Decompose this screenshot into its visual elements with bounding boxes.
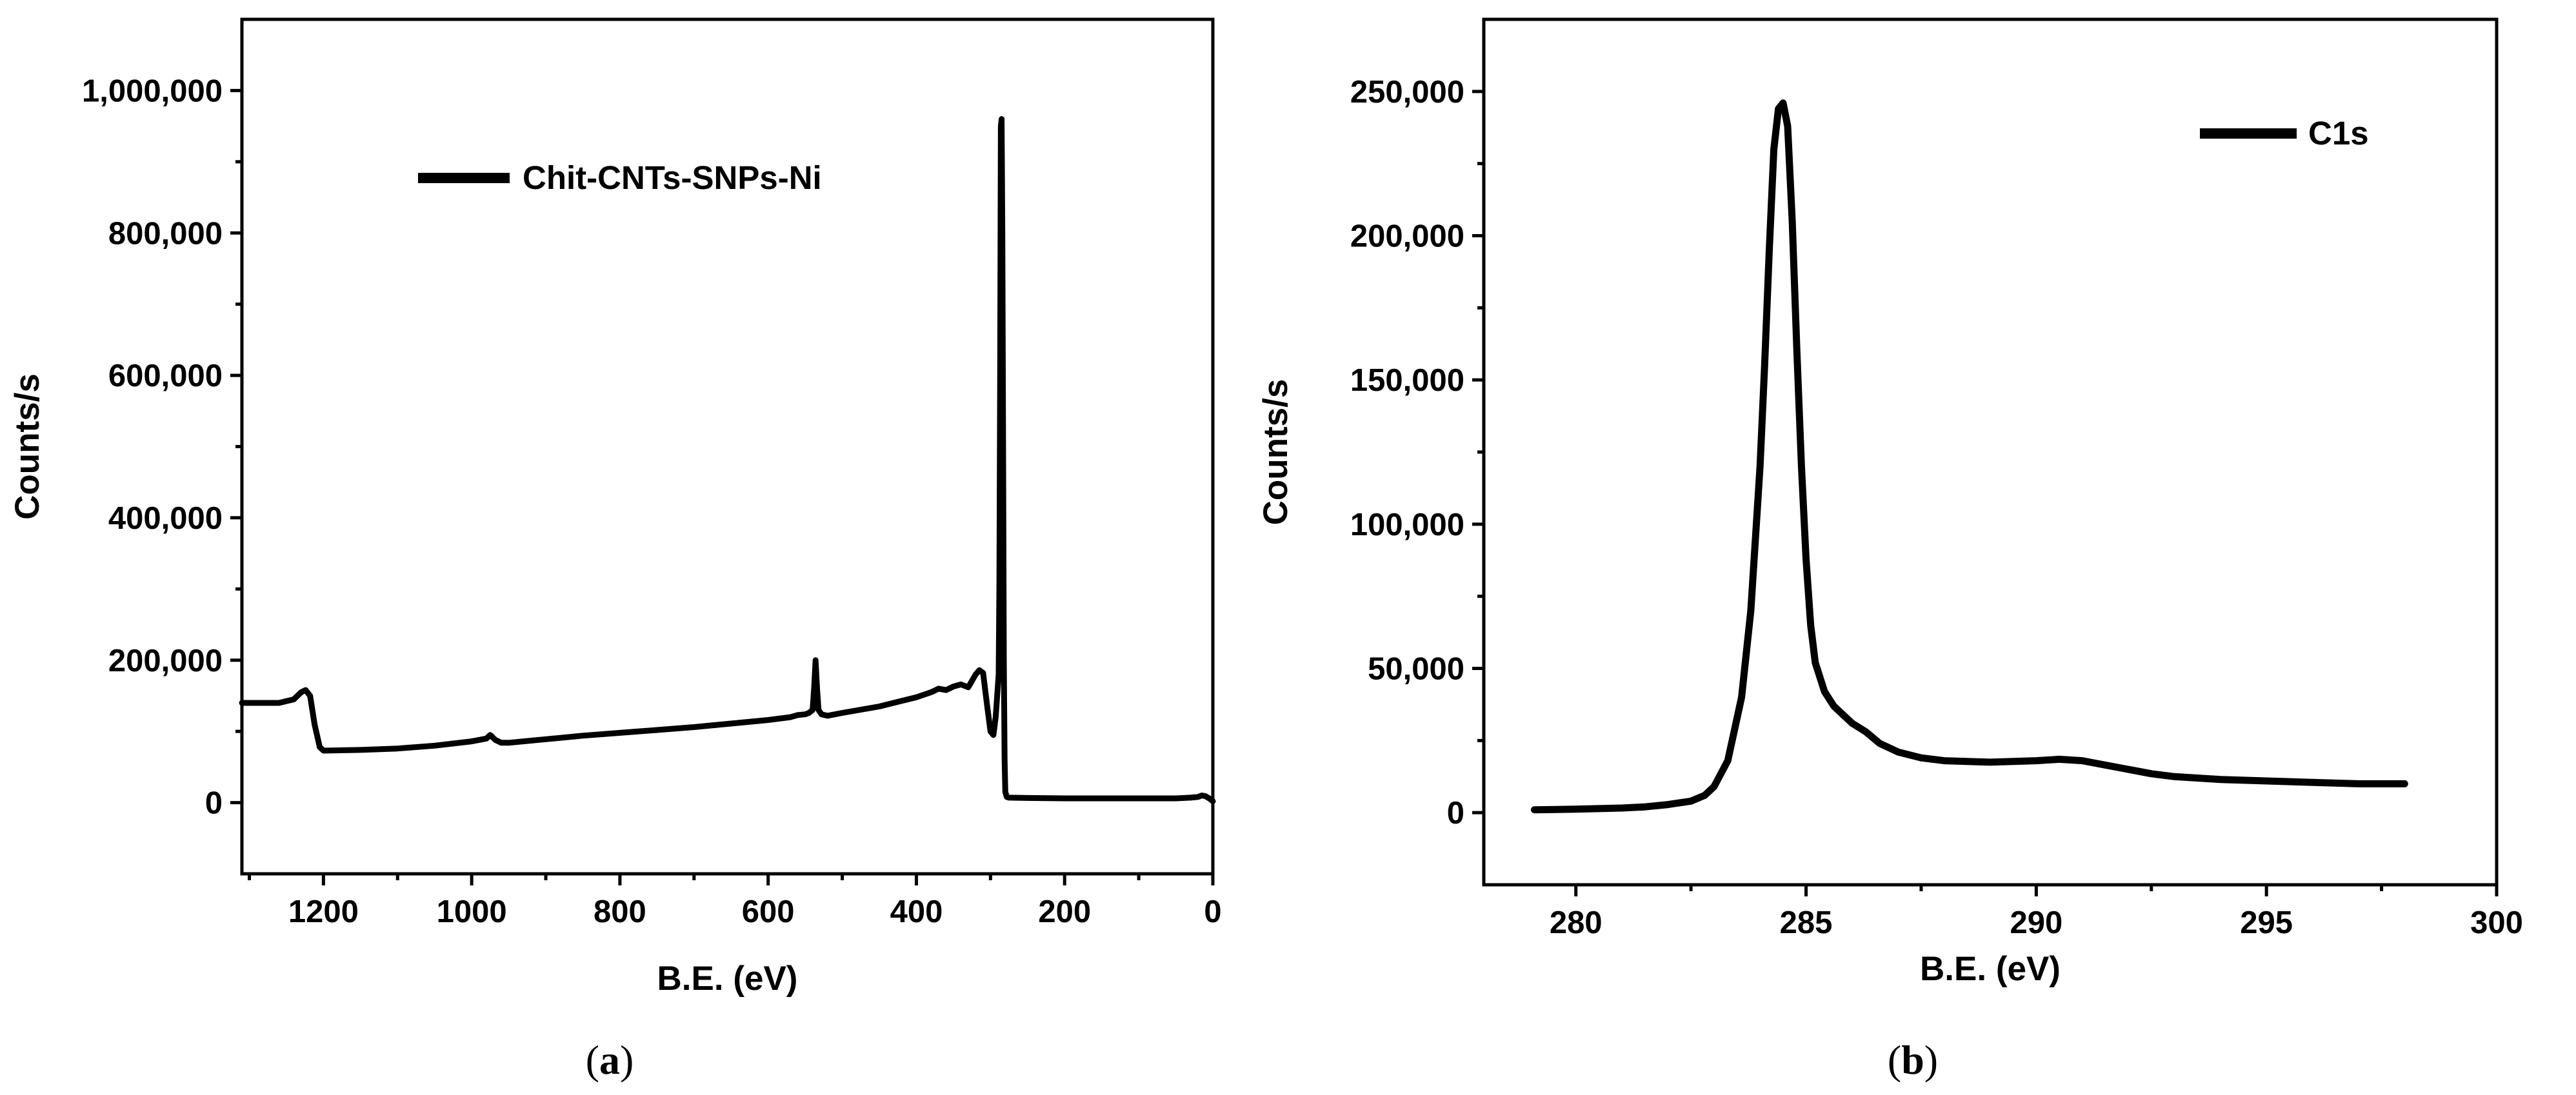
y-tick-label: 800,000	[108, 216, 223, 251]
y-tick-label: 0	[205, 786, 223, 821]
panel-a-caption-letter: a	[599, 1037, 620, 1083]
x-tick-label: 200	[1038, 894, 1091, 929]
y-tick-label: 250,000	[1350, 75, 1464, 110]
panel-a-y-axis-label: Counts/s	[8, 373, 46, 520]
x-tick-label: 285	[1780, 905, 1833, 940]
panel-b-caption: (b)	[1888, 1037, 1938, 1083]
y-tick-label: 200,000	[1350, 219, 1464, 254]
panel-b-y-axis: 0 50,000 100,000 150,000 200,000 250,000	[1350, 75, 1484, 831]
x-tick-label: 290	[2010, 905, 2062, 940]
y-tick-label: 150,000	[1350, 363, 1464, 398]
y-tick-label: 600,000	[108, 359, 223, 393]
panel-b-x-axis: 280 285 290 295 300	[1550, 885, 2523, 940]
x-tick-label: 400	[890, 894, 943, 929]
panel-b-legend-label: C1s	[2308, 115, 2369, 152]
panel-a-caption-close: )	[620, 1037, 634, 1083]
panel-a-x-axis: 1200 1000 800 600 400 200 0	[247, 874, 1222, 929]
panel-b-series-line	[1531, 99, 2408, 814]
x-tick-label: 1200	[288, 894, 359, 929]
panel-a-caption: (a)	[586, 1037, 634, 1083]
panel-a-survey-spectrum: 0 200,000 400,000 600,000 800,000 1,000,000 1…	[8, 17, 1222, 1083]
x-tick-label: 1000	[437, 894, 507, 929]
x-tick-label: 300	[2470, 905, 2523, 940]
y-tick-label: 100,000	[1350, 508, 1464, 542]
y-tick-label: 0	[1447, 796, 1464, 831]
x-tick-label: 600	[742, 894, 795, 929]
x-tick-label: 800	[594, 894, 646, 929]
y-tick-label: 1,000,000	[82, 74, 223, 108]
panel-a-plot-frame	[240, 17, 1215, 876]
panel-a-y-axis: 0 200,000 400,000 600,000 800,000 1,000,000	[82, 74, 242, 821]
y-tick-label: 400,000	[108, 501, 223, 536]
x-tick-label: 280	[1550, 905, 1603, 940]
panel-a-series-line	[239, 116, 1216, 804]
panel-a-caption-open: (	[586, 1037, 599, 1083]
y-tick-label: 50,000	[1368, 652, 1464, 687]
panel-b-y-axis-label: Counts/s	[1257, 379, 1295, 526]
x-tick-label: 295	[2240, 905, 2293, 940]
panel-b-caption-letter: b	[1901, 1037, 1924, 1083]
y-tick-label: 200,000	[108, 644, 223, 678]
panel-a-legend-label: Chit-CNTs-SNPs-Ni	[523, 159, 822, 196]
panel-b-caption-close: )	[1924, 1037, 1938, 1083]
panel-a-x-axis-label: B.E. (eV)	[657, 960, 798, 998]
panel-b-x-axis-label: B.E. (eV)	[1920, 950, 2061, 988]
panel-b-caption-open: (	[1888, 1037, 1901, 1083]
x-tick-label: 0	[1204, 894, 1221, 929]
